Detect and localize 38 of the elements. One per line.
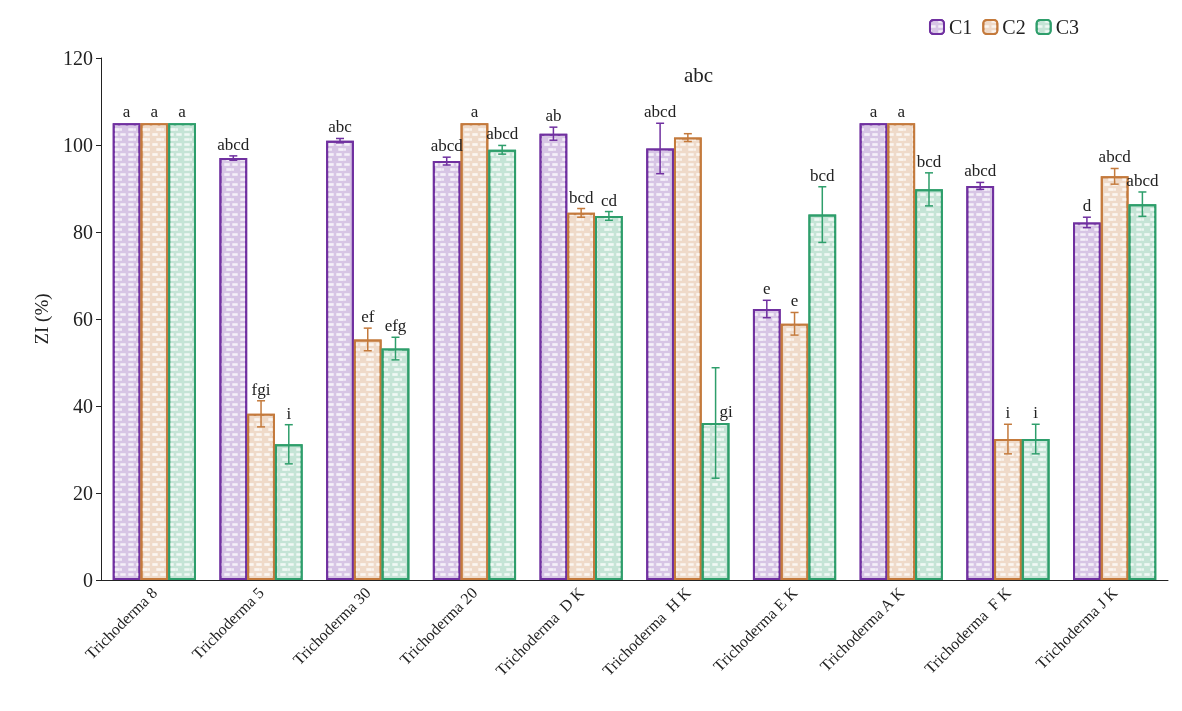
annotation: abc <box>684 62 714 87</box>
data-label: abc <box>328 117 353 137</box>
y-tick-label: 0 <box>83 569 93 591</box>
data-label: bcd <box>916 151 942 171</box>
data-label: a <box>150 102 159 122</box>
data-label: ab <box>545 106 562 126</box>
data-label: i <box>1033 403 1039 423</box>
data-label: fgi <box>251 379 271 399</box>
data-label: i <box>1005 403 1011 423</box>
data-label: cd <box>600 190 618 210</box>
data-label: a <box>869 102 878 122</box>
data-label: a <box>178 102 187 122</box>
data-label: abcd <box>1098 147 1132 167</box>
y-tick-label: 60 <box>73 308 93 330</box>
data-label: a <box>897 102 906 122</box>
data-label: e <box>790 291 799 311</box>
data-label: d <box>1082 196 1092 216</box>
data-label: i <box>286 403 292 423</box>
legend-label: C1 <box>948 16 973 38</box>
data-label: bcd <box>810 165 836 185</box>
y-tick-label: 20 <box>73 482 93 504</box>
y-tick-label: 40 <box>73 395 93 417</box>
data-label: e <box>763 279 771 299</box>
data-label: a <box>470 102 479 122</box>
data-label: efg <box>384 316 407 336</box>
y-tick-label: 120 <box>63 47 93 69</box>
legend-label: C3 <box>1055 16 1079 38</box>
data-label: gi <box>719 401 734 421</box>
legend-label: C2 <box>1002 16 1026 38</box>
data-label: abcd <box>217 134 250 154</box>
y-axis-title: ZI (%) <box>31 293 53 345</box>
data-label: ef <box>361 307 375 327</box>
y-tick-label: 80 <box>73 221 93 243</box>
data-label: abcd <box>964 161 997 181</box>
data-label: abcd <box>644 102 677 122</box>
data-label: a <box>122 102 131 122</box>
y-tick-label: 100 <box>63 134 93 156</box>
data-label: bcd <box>568 187 594 207</box>
